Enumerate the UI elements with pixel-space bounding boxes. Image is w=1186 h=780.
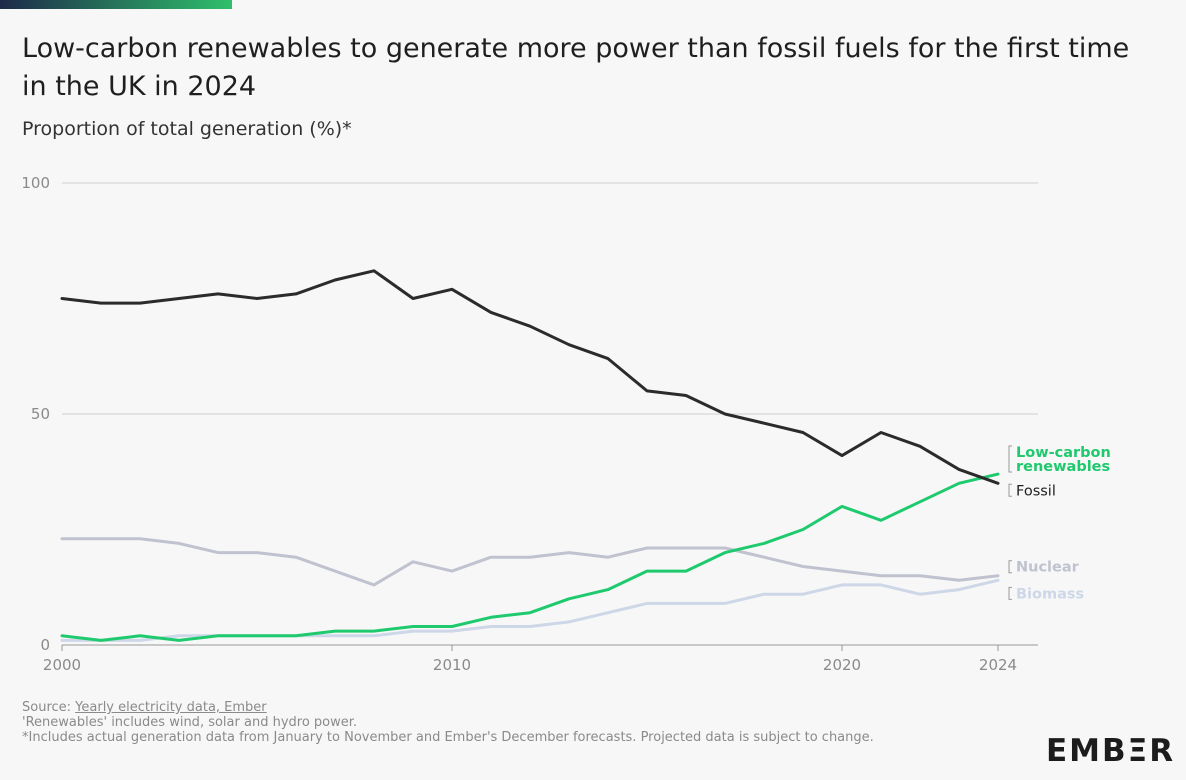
renewables-note: 'Renewables' includes wind, solar and hy… <box>22 715 358 730</box>
y-tick-label-50: 50 <box>31 405 50 423</box>
line-chart: 0 50 100 2000 2010 2020 2024 Low-carbonrenewab… <box>21 174 1111 674</box>
series-label-low-carbon-renewables: Low-carbon <box>1016 445 1111 461</box>
series-line-nuclear <box>60 537 1000 587</box>
ember-logo: EMBΞR <box>1046 733 1176 769</box>
y-tick-label-0: 0 <box>40 636 50 654</box>
label-bracket-low-carbon-renewables <box>1008 445 1012 473</box>
label-bracket-nuclear <box>1008 560 1012 574</box>
chart-footer: Source: Yearly electricity data, Ember '… <box>22 700 962 745</box>
label-bracket-biomass <box>1008 586 1012 600</box>
source-prefix: Source: <box>22 700 76 715</box>
series-line-biomass <box>60 578 1000 642</box>
x-tick-label-2020: 2020 <box>823 656 861 674</box>
label-bracket-fossil <box>1008 483 1012 497</box>
x-tick-label-2024: 2024 <box>979 656 1017 674</box>
x-tick-label-2010: 2010 <box>433 656 471 674</box>
series-label-biomass: Biomass <box>1016 586 1084 602</box>
projection-note: *Includes actual generation data from Ja… <box>22 730 874 745</box>
series-line-low-carbon-renewables <box>60 472 1000 642</box>
series-label-fossil: Fossil <box>1016 483 1056 499</box>
chart-title: Low-carbon renewables to generate more p… <box>22 33 1130 102</box>
source-line: Source: Yearly electricity data, Ember <box>22 700 962 715</box>
series-label-low-carbon-renewables: renewables <box>1016 459 1110 475</box>
source-link[interactable]: Yearly electricity data, Ember <box>75 700 267 715</box>
x-tick-label-2000: 2000 <box>43 656 81 674</box>
y-tick-label-100: 100 <box>21 174 50 192</box>
series-line-fossil <box>60 269 1000 485</box>
series-label-nuclear: Nuclear <box>1016 560 1080 576</box>
brand-accent-bar <box>0 0 232 9</box>
chart-subtitle: Proportion of total generation (%)* <box>22 118 352 140</box>
